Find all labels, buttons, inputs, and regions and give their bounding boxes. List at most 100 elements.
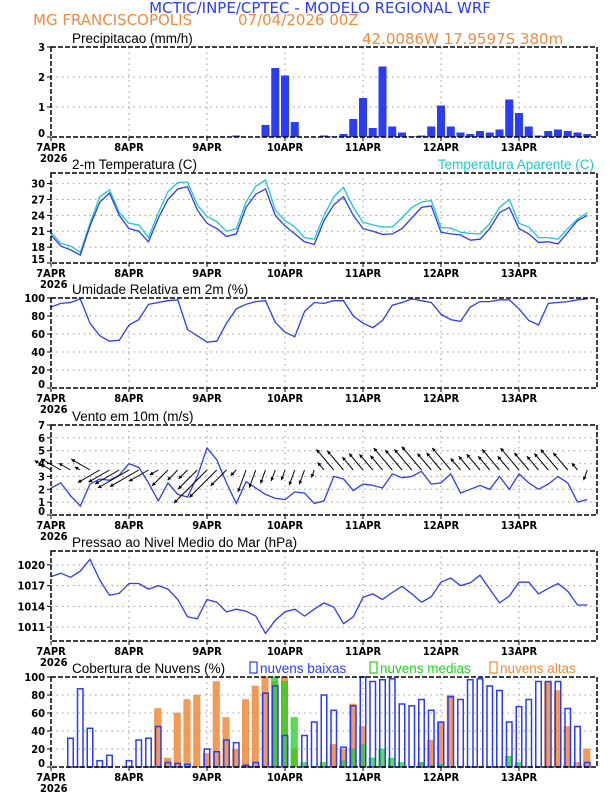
y-tick-label: 7 <box>38 419 45 432</box>
header-title: MCTIC/INPE/CPTEC - MODELO REGIONAL WRF <box>149 0 491 17</box>
cloud-bar-nuvens-baixas <box>544 680 552 768</box>
wind-arrowhead <box>109 483 114 487</box>
precip-bar <box>573 132 582 137</box>
wind-arrowhead <box>466 454 471 459</box>
y-tick-label: 100 <box>24 671 45 684</box>
x-tick-label: 11APR <box>345 267 382 280</box>
x-tick-label: 7APR <box>36 645 66 658</box>
x-tick-label: 13APR <box>501 519 538 532</box>
cloud-bar-nuvens-baixas <box>96 759 104 768</box>
wind-arrowhead <box>149 471 154 475</box>
wind-vector <box>373 447 393 471</box>
wind-vector <box>348 453 364 471</box>
cloud-bar-nuvens-baixas <box>388 678 396 768</box>
precip-bar <box>368 128 377 137</box>
x-tick-label: 7APR <box>36 519 66 532</box>
wind-arrowhead <box>478 456 482 461</box>
cloud-bar-nuvens-baixas <box>106 754 113 768</box>
precip-bar <box>359 98 367 137</box>
cloud-bar-nuvens-baixas <box>466 678 474 768</box>
precip-bar <box>271 68 280 137</box>
cloud-bar-nuvens-baixas <box>476 678 484 768</box>
wind-vector <box>326 450 344 471</box>
cloud-bar-nuvens-baixas <box>408 705 416 768</box>
wind-arrowhead <box>349 453 353 458</box>
y-tick-label: 0 <box>38 757 45 770</box>
wind-arrowhead <box>270 477 275 481</box>
x-tick-label: 8APR <box>114 771 144 784</box>
x-tick-label: 9APR <box>192 645 222 658</box>
y-tick-label: 40 <box>31 725 45 738</box>
wind-arrowhead <box>394 449 399 454</box>
precip-bar <box>515 113 523 137</box>
panel-title: Pressao ao Nivel Medio do Mar (hPa) <box>72 535 297 550</box>
wind-arrowhead <box>385 450 389 454</box>
wind-vector <box>151 469 169 487</box>
wind-arrowhead <box>373 447 378 452</box>
x-tick-label: 12APR <box>423 392 460 405</box>
x-year-label: 2026 <box>40 782 68 792</box>
panel-title: Umidade Relativa em 2m (%) <box>72 282 248 297</box>
wind-vector <box>431 447 452 471</box>
precip-bar <box>437 105 445 137</box>
cloud-bar-nuvens-baixas <box>67 737 74 768</box>
y-tick-label: 0 <box>38 378 45 391</box>
series-line <box>50 558 588 635</box>
wind-arrowhead <box>500 447 505 452</box>
y-tick-label: 24 <box>31 209 45 222</box>
header-run: 07/04/2026 00Z <box>238 11 359 29</box>
series-line <box>50 298 588 343</box>
cloud-bar-nuvens-baixas <box>86 727 94 768</box>
x-year-label: 2026 <box>40 403 68 416</box>
wind-arrowhead <box>298 480 303 485</box>
x-tick-label: 9APR <box>192 519 222 532</box>
wind-vector <box>189 469 218 498</box>
panel-frame <box>50 297 598 389</box>
precip-bar <box>495 129 504 137</box>
y-tick-label: 1 <box>38 496 45 509</box>
cloud-bar-nuvens-baixas <box>525 698 533 768</box>
legend-label: nuvens baixas <box>260 661 347 676</box>
wind-vector <box>416 453 432 471</box>
wind-arrowhead <box>41 458 46 463</box>
precip-bar <box>466 134 475 137</box>
wind-vector <box>237 469 247 493</box>
x-year-label: 2026 <box>40 152 68 165</box>
x-tick-label: 7APR <box>36 771 66 784</box>
y-tick-label: 20 <box>31 743 45 756</box>
precip-bar <box>505 99 514 137</box>
y-tick-label: 60 <box>31 328 45 341</box>
precip-bar <box>388 126 397 137</box>
precip-bar <box>456 132 465 137</box>
wind-arrowhead <box>58 463 63 467</box>
precip-bar <box>476 131 484 137</box>
wind-arrowhead <box>71 459 76 463</box>
wind-arrowhead <box>540 449 545 454</box>
x-tick-label: 9APR <box>192 392 222 405</box>
wind-vector <box>128 469 149 482</box>
cloud-bar-nuvens-baixas <box>369 680 377 768</box>
legend-label: nuvens medias <box>380 661 471 676</box>
y-tick-label: 15 <box>31 253 45 266</box>
wind-arrowhead <box>288 481 293 486</box>
y-tick-label: 18 <box>31 241 45 254</box>
y-tick-label: 5 <box>38 445 45 458</box>
cloud-bar-nuvens-baixas <box>457 698 464 768</box>
wind-arrowhead <box>582 476 587 481</box>
x-tick-label: 12APR <box>423 771 460 784</box>
wind-arrowhead <box>458 456 463 461</box>
wind-vector <box>97 469 130 489</box>
wind-vector <box>552 452 569 471</box>
y-tick-label: 30 <box>31 178 45 191</box>
wind-vector <box>394 448 413 471</box>
x-tick-label: 11APR <box>345 519 382 532</box>
precip-bar <box>378 66 387 137</box>
x-tick-label: 10APR <box>267 392 304 405</box>
cloud-bar-nuvens-baixas <box>135 739 143 768</box>
cloud-bar-nuvens-altas <box>242 699 249 768</box>
x-year-label: 2026 <box>40 530 68 543</box>
wind-vector <box>500 447 520 471</box>
panel-frame <box>50 424 598 516</box>
precip-bar <box>554 129 562 137</box>
x-tick-label: 9APR <box>192 267 222 280</box>
